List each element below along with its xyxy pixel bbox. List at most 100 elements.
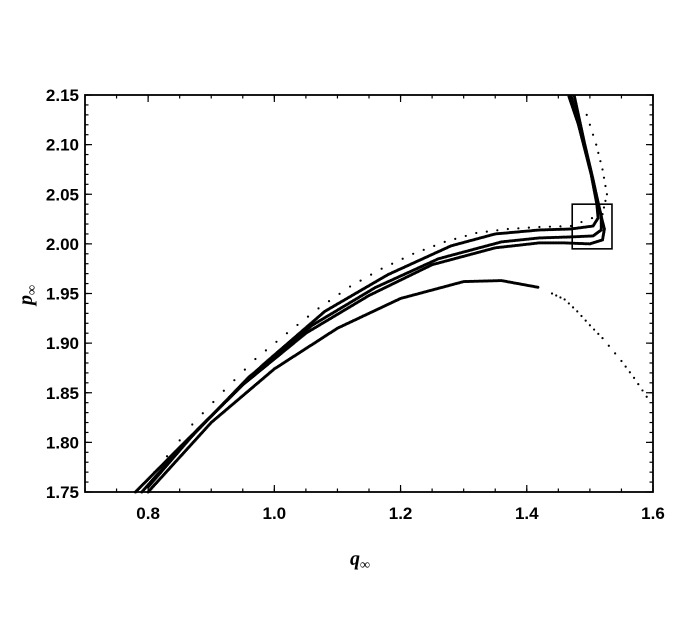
series-3 bbox=[146, 95, 600, 489]
data-point bbox=[548, 225, 552, 228]
y-axis-label-symbol: p bbox=[15, 295, 37, 307]
data-point bbox=[165, 455, 169, 458]
data-point bbox=[454, 237, 457, 241]
data-point bbox=[433, 244, 436, 247]
series-5 bbox=[153, 113, 609, 474]
plot-frame bbox=[84, 94, 654, 493]
data-point bbox=[607, 344, 610, 347]
series-6 bbox=[550, 292, 648, 398]
data-point bbox=[604, 184, 607, 188]
data-point bbox=[591, 133, 595, 136]
data-point bbox=[496, 229, 499, 232]
data-point bbox=[422, 248, 425, 251]
data-point bbox=[338, 292, 341, 295]
data-point bbox=[212, 400, 215, 404]
data-point bbox=[576, 310, 579, 313]
data-point bbox=[584, 319, 587, 322]
y-tick-label: 1.75 bbox=[46, 483, 79, 502]
data-point bbox=[254, 357, 257, 361]
data-point bbox=[359, 279, 362, 282]
data-point bbox=[590, 216, 594, 220]
y-tick-label: 2.15 bbox=[46, 86, 79, 105]
data-point bbox=[559, 296, 562, 299]
data-point bbox=[614, 352, 617, 355]
data-point bbox=[485, 230, 488, 233]
data-point bbox=[506, 227, 509, 231]
data-point bbox=[538, 225, 541, 229]
y-tick-label: 1.80 bbox=[46, 433, 79, 452]
data-point bbox=[296, 323, 299, 327]
y-axis-label-subscript: ∞ bbox=[25, 285, 40, 295]
data-point bbox=[645, 395, 648, 398]
data-point bbox=[527, 226, 530, 229]
x-axis-label: q∞ bbox=[350, 548, 370, 573]
x-tick-label: 1.4 bbox=[515, 504, 539, 523]
x-tick-label: 1.6 bbox=[641, 504, 665, 523]
data-point bbox=[580, 220, 583, 224]
highlight-box bbox=[571, 203, 613, 250]
data-point bbox=[604, 199, 607, 202]
data-point bbox=[563, 298, 566, 301]
data-point bbox=[602, 206, 606, 209]
data-point bbox=[153, 471, 156, 474]
data-point bbox=[243, 368, 246, 371]
x-tick-label: 1.0 bbox=[263, 504, 287, 523]
data-point bbox=[597, 332, 600, 335]
data-point bbox=[178, 439, 181, 442]
data-point bbox=[370, 273, 373, 276]
y-axis-label: p∞ bbox=[15, 285, 40, 307]
data-point bbox=[641, 389, 644, 392]
data-point bbox=[593, 328, 596, 331]
data-point bbox=[601, 168, 604, 171]
data-point bbox=[306, 315, 310, 318]
data-point bbox=[275, 340, 278, 343]
data-point bbox=[264, 349, 268, 352]
data-point bbox=[517, 227, 520, 230]
data-point bbox=[601, 337, 604, 340]
series-4 bbox=[146, 279, 540, 494]
data-point bbox=[401, 257, 404, 260]
data-point bbox=[443, 240, 446, 243]
data-point bbox=[201, 412, 204, 415]
data-point bbox=[567, 302, 570, 305]
data-point bbox=[536, 285, 540, 289]
plot-background bbox=[85, 95, 653, 492]
data-point bbox=[391, 262, 394, 265]
data-point bbox=[555, 294, 558, 297]
data-point bbox=[580, 314, 583, 318]
y-tick-label: 1.95 bbox=[46, 285, 79, 304]
data-point bbox=[628, 371, 631, 374]
data-point bbox=[632, 376, 636, 379]
data-point bbox=[222, 389, 225, 392]
data-point bbox=[327, 300, 331, 303]
data-point bbox=[412, 252, 415, 255]
data-point bbox=[550, 292, 554, 295]
data-point bbox=[559, 225, 562, 228]
data-point bbox=[585, 113, 588, 116]
y-tick-label: 1.90 bbox=[46, 334, 79, 353]
data-point bbox=[620, 359, 623, 363]
data-point bbox=[588, 123, 591, 126]
data-point bbox=[380, 267, 383, 270]
data-point bbox=[191, 423, 194, 426]
data-point bbox=[317, 307, 320, 310]
data-point bbox=[599, 160, 602, 163]
data-point bbox=[597, 151, 600, 154]
data-point bbox=[233, 379, 236, 382]
y-tick-label: 1.85 bbox=[46, 384, 79, 403]
data-point bbox=[588, 324, 591, 327]
y-tick-label: 2.05 bbox=[46, 185, 79, 204]
data-point bbox=[348, 285, 352, 288]
y-tick-label: 2.10 bbox=[46, 136, 79, 155]
data-point bbox=[475, 231, 478, 235]
data-point bbox=[624, 365, 627, 368]
tick-layer: 0.8 1.0 1.2 1.4 1.6 1.75 1.80 1.85 1.90 1.95 2.00 2… bbox=[46, 86, 665, 523]
x-axis-label-subscript: ∞ bbox=[360, 558, 370, 573]
data-point bbox=[464, 234, 467, 238]
x-tick-label: 1.2 bbox=[389, 504, 413, 523]
data-point bbox=[595, 143, 598, 146]
data-point bbox=[602, 176, 606, 179]
y-tick-label: 2.00 bbox=[46, 235, 79, 254]
x-axis-label-symbol: q bbox=[350, 548, 360, 570]
